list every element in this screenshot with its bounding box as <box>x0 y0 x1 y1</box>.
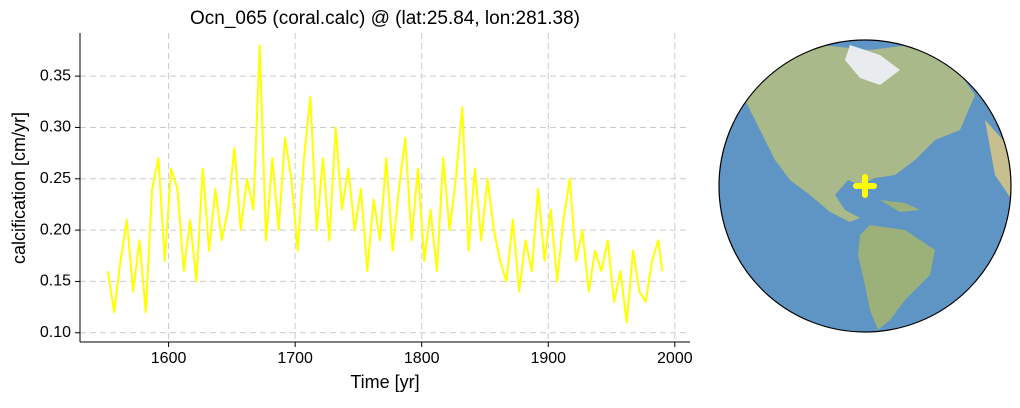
x-tick-label: 1700 <box>277 350 313 367</box>
y-tick-label: 0.35 <box>40 67 71 84</box>
globe-outline <box>718 39 1012 333</box>
y-tick-label: 0.30 <box>40 119 71 136</box>
y-tick-label: 0.10 <box>40 324 71 341</box>
y-tick-label: 0.20 <box>40 221 71 238</box>
data-line <box>106 44 664 324</box>
y-tick-label: 0.25 <box>40 170 71 187</box>
chart-title: Ocn_065 (coral.calc) @ (lat:25.84, lon:2… <box>190 8 580 29</box>
y-tick-label: 0.15 <box>40 273 71 290</box>
ice <box>845 45 900 85</box>
x-tick-label: 1800 <box>404 350 440 367</box>
land <box>858 225 935 330</box>
x-tick-label: 1900 <box>530 350 566 367</box>
land <box>880 200 920 212</box>
land <box>745 45 975 222</box>
x-tick-label: 2000 <box>657 350 693 367</box>
globe-map <box>718 39 1012 333</box>
y-axis-label: calcification [cm/yr] <box>9 112 29 264</box>
x-tick-label: 1600 <box>151 350 187 367</box>
site-marker <box>853 174 877 198</box>
land <box>985 120 1011 200</box>
x-axis-label: Time [yr] <box>350 372 419 392</box>
